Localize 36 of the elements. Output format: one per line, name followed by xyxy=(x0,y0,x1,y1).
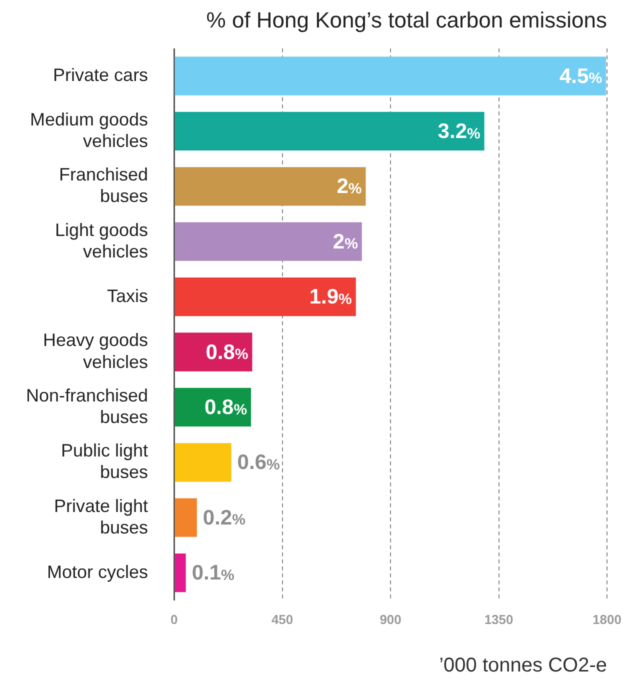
y-tick-label: Light goods vehicles xyxy=(54,220,148,262)
y-tick-label: Private light buses xyxy=(54,496,148,538)
annotation: 0.8% xyxy=(206,340,248,364)
annotation: 0.6% xyxy=(237,451,280,474)
y-tick-label: Taxis xyxy=(107,286,148,306)
annotation: 4.5% xyxy=(560,64,602,88)
x-axis-title: ’000 tonnes CO2-e xyxy=(439,654,607,677)
annotation: 0.1% xyxy=(192,562,234,585)
bar xyxy=(174,553,186,592)
bar xyxy=(174,277,356,316)
y-tick-label: Medium goods vehicles xyxy=(30,109,148,151)
bar xyxy=(174,498,197,537)
bar xyxy=(174,443,232,482)
x-tick-label: 1800 xyxy=(592,612,622,627)
y-tick-label: Heavy goods vehicles xyxy=(42,330,148,372)
y-tick-label: Franchised buses xyxy=(59,164,148,206)
bar xyxy=(174,112,484,151)
x-tick-label: 1350 xyxy=(484,612,514,627)
annotation: 2% xyxy=(336,175,362,198)
y-tick-label: Private cars xyxy=(53,64,148,85)
annotation: 3.2% xyxy=(438,120,480,143)
bar xyxy=(174,332,252,372)
chart-title: % of Hong Kong’s total carbon emissions xyxy=(206,7,607,32)
annotation: 1.9% xyxy=(309,286,352,309)
bar xyxy=(174,222,362,261)
x-tick-label: 450 xyxy=(271,612,294,627)
annotation: 0.8% xyxy=(204,396,248,419)
y-tick-label: Non-franchised buses xyxy=(26,385,148,427)
x-tick-label: 0 xyxy=(170,612,178,627)
y-tick-label: Motor cycles xyxy=(47,562,148,582)
annotation: 0.2% xyxy=(202,506,246,530)
x-tick-label: 900 xyxy=(380,612,402,627)
bar xyxy=(174,56,606,96)
bar xyxy=(174,167,366,206)
annotation: 2% xyxy=(332,230,358,254)
y-tick-label: Public light buses xyxy=(61,440,148,482)
